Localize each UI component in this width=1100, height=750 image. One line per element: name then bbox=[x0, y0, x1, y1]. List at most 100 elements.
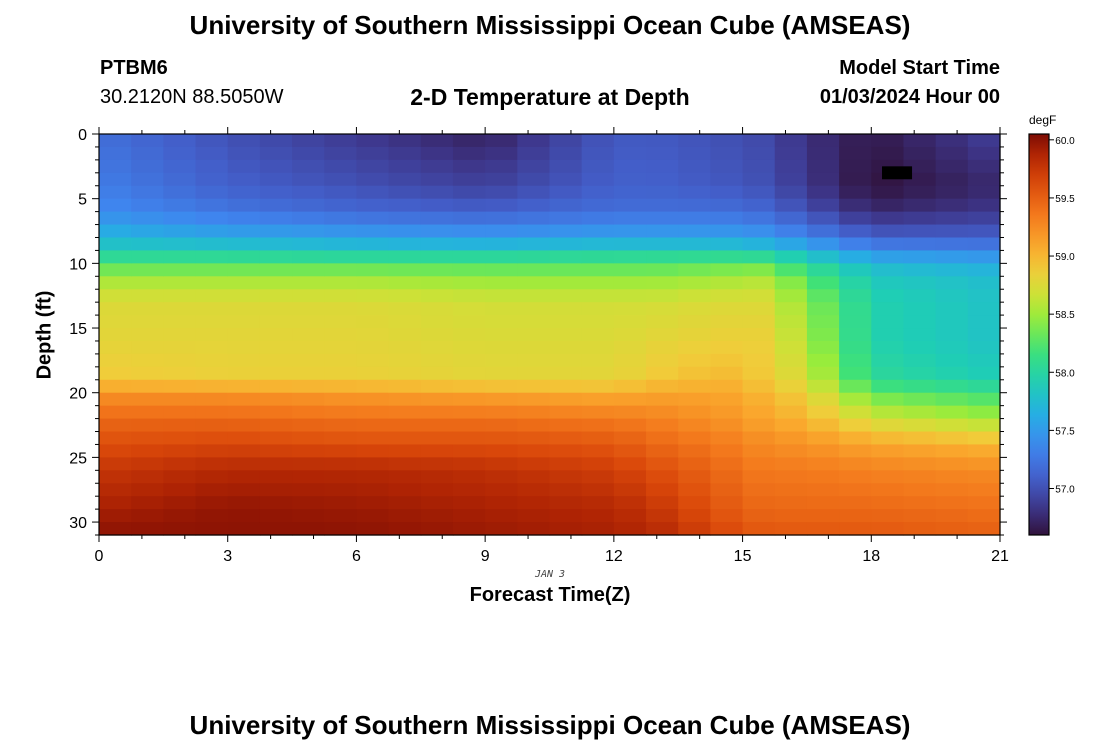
heatmap-cell bbox=[227, 379, 261, 394]
heatmap-cell bbox=[485, 457, 518, 471]
heatmap-cell bbox=[646, 353, 679, 368]
heatmap-cell bbox=[131, 522, 164, 536]
heatmap-cell bbox=[485, 483, 518, 497]
heatmap-cell bbox=[131, 328, 164, 342]
heatmap-cell bbox=[324, 431, 358, 446]
heatmap-cell bbox=[549, 250, 583, 264]
x-tick-label: 15 bbox=[734, 548, 752, 565]
heatmap-cell bbox=[613, 172, 647, 187]
heatmap-cell bbox=[227, 250, 261, 264]
heatmap-cell bbox=[131, 224, 164, 239]
heatmap-cell bbox=[195, 172, 229, 187]
heatmap-cell bbox=[774, 457, 808, 471]
heatmap-cell bbox=[99, 457, 132, 471]
heatmap-cell bbox=[646, 496, 679, 510]
heatmap-cell bbox=[839, 431, 872, 446]
heatmap-cell bbox=[292, 250, 325, 264]
heatmap-cell bbox=[774, 444, 808, 458]
heatmap-cell bbox=[646, 276, 679, 290]
heatmap-cell bbox=[935, 418, 969, 433]
heatmap-cell bbox=[646, 470, 679, 484]
heatmap-cell bbox=[903, 379, 937, 394]
heatmap-cell bbox=[356, 328, 390, 342]
heatmap-cell bbox=[452, 315, 486, 329]
heatmap-cell bbox=[871, 366, 905, 381]
heatmap-cell bbox=[903, 392, 937, 407]
heatmap-cell bbox=[710, 470, 744, 484]
heatmap-cell bbox=[806, 328, 840, 342]
heatmap-cell bbox=[195, 237, 229, 252]
heatmap-cell bbox=[420, 237, 454, 252]
heatmap-cell bbox=[259, 146, 293, 161]
heatmap-cell bbox=[259, 522, 293, 536]
heatmap-cell bbox=[710, 302, 744, 316]
heatmap-cell bbox=[646, 405, 679, 420]
heatmap-cell bbox=[517, 159, 551, 174]
heatmap-cell bbox=[678, 418, 711, 433]
heatmap-cell bbox=[227, 509, 261, 523]
heatmap-cell bbox=[967, 276, 1001, 290]
heatmap-cell bbox=[259, 134, 293, 148]
heatmap-cell bbox=[324, 483, 358, 497]
heatmap-cell bbox=[131, 483, 164, 497]
heatmap-cell bbox=[195, 444, 229, 458]
heatmap-cell bbox=[163, 328, 197, 342]
heatmap-cell bbox=[871, 405, 905, 420]
heatmap-cell bbox=[163, 302, 197, 316]
heatmap-cell bbox=[581, 328, 615, 342]
heatmap-cell bbox=[646, 211, 679, 226]
heatmap-cell bbox=[549, 276, 583, 290]
heatmap-cell bbox=[871, 431, 905, 446]
heatmap-cell bbox=[324, 418, 358, 433]
date-label: JAN 3 bbox=[534, 569, 566, 580]
heatmap-cell bbox=[227, 483, 261, 497]
heatmap-cell bbox=[646, 198, 679, 213]
heatmap-cell bbox=[517, 224, 551, 239]
heatmap-cell bbox=[678, 340, 711, 355]
heatmap-cell bbox=[131, 185, 164, 200]
heatmap-cell bbox=[485, 198, 518, 213]
heatmap-cell bbox=[99, 444, 132, 458]
heatmap-cell bbox=[517, 237, 551, 252]
heatmap-cell bbox=[485, 353, 518, 368]
heatmap-cell bbox=[774, 172, 808, 187]
heatmap-cell bbox=[742, 172, 776, 187]
heatmap-cell bbox=[549, 237, 583, 252]
heatmap-cell bbox=[517, 172, 551, 187]
heatmap-cell bbox=[871, 224, 905, 239]
heatmap-cell bbox=[99, 263, 132, 277]
heatmap-cell bbox=[99, 250, 132, 264]
heatmap-cell bbox=[710, 263, 744, 277]
heatmap-cell bbox=[485, 146, 518, 161]
heatmap-cell bbox=[806, 392, 840, 407]
heatmap-cell bbox=[99, 328, 132, 342]
heatmap-cell bbox=[935, 522, 969, 536]
heatmap-cell bbox=[356, 470, 390, 484]
heatmap-cell bbox=[356, 340, 390, 355]
heatmap-cell bbox=[935, 405, 969, 420]
heatmap-cell bbox=[388, 496, 422, 510]
heatmap-cell bbox=[967, 328, 1001, 342]
heatmap-cell bbox=[646, 263, 679, 277]
heatmap-cell bbox=[356, 134, 390, 148]
heatmap-cell bbox=[517, 315, 551, 329]
heatmap-cell bbox=[131, 159, 164, 174]
heatmap-cell bbox=[646, 237, 679, 252]
heatmap-cell bbox=[967, 159, 1001, 174]
heatmap-cell bbox=[227, 405, 261, 420]
heatmap-cell bbox=[871, 134, 905, 148]
heatmap-cell bbox=[678, 392, 711, 407]
heatmap-cell bbox=[420, 431, 454, 446]
heatmap-cell bbox=[871, 457, 905, 471]
heatmap-cell bbox=[227, 185, 261, 200]
heatmap-cell bbox=[613, 496, 647, 510]
heatmap-cell bbox=[710, 366, 744, 381]
heatmap-cell bbox=[485, 328, 518, 342]
heatmap-cell bbox=[903, 134, 937, 148]
heatmap-cell bbox=[549, 522, 583, 536]
heatmap-cell bbox=[581, 379, 615, 394]
heatmap-cell bbox=[163, 496, 197, 510]
heatmap-cell bbox=[967, 263, 1001, 277]
heatmap-cell bbox=[871, 496, 905, 510]
heatmap-cell bbox=[646, 366, 679, 381]
